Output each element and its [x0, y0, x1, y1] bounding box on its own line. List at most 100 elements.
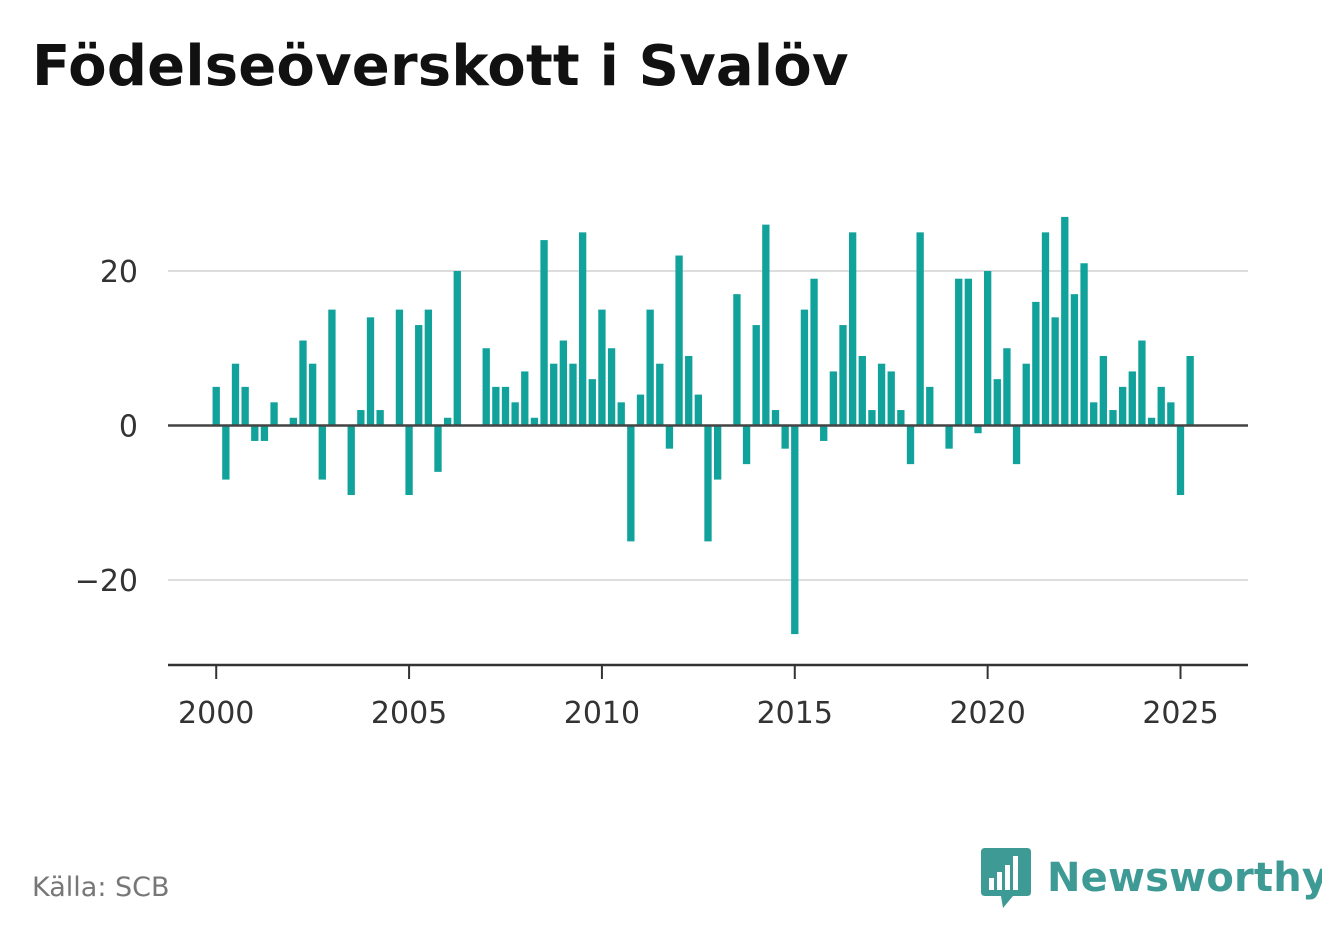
bar: [241, 386, 249, 426]
bar: [868, 410, 876, 426]
bar: [781, 425, 789, 449]
bar: [1061, 216, 1069, 426]
bar: [1012, 425, 1021, 465]
bar: [1051, 317, 1059, 426]
bar: [482, 348, 490, 426]
bar: [955, 278, 963, 426]
bar: [511, 402, 519, 426]
bar: [347, 425, 355, 496]
y-tick-label: −20: [75, 564, 138, 599]
bar: [752, 325, 760, 426]
bar: [540, 240, 548, 426]
bar: [559, 340, 568, 426]
bar: [251, 425, 259, 441]
bar: [800, 309, 809, 426]
bar: [308, 363, 317, 426]
bar: [839, 325, 847, 426]
bar: [742, 425, 751, 465]
bar: [318, 425, 326, 480]
bar: [607, 348, 616, 426]
bar: [424, 309, 433, 426]
bar: [887, 371, 895, 426]
bar: [1003, 348, 1011, 426]
bar: [974, 425, 982, 434]
bar: [1186, 355, 1194, 426]
bar: [713, 425, 722, 480]
bar: [1099, 355, 1108, 426]
bar: [212, 386, 220, 426]
bar: [1032, 301, 1040, 426]
x-tick-label: 2000: [178, 696, 254, 731]
bar: [299, 340, 307, 426]
bar: [945, 425, 953, 449]
bar: [443, 417, 452, 426]
bar: [1138, 340, 1146, 426]
bar: [1070, 294, 1079, 426]
bar: [260, 425, 269, 441]
y-tick-label: 20: [100, 255, 138, 290]
y-tick-label: 0: [119, 410, 138, 445]
bar: [501, 386, 510, 426]
brand-name: Newsworthy: [1047, 855, 1322, 901]
bar: [1147, 417, 1156, 426]
bar: [617, 402, 625, 426]
bar: [578, 232, 587, 426]
chart-title: Födelseöverskott i Svalöv: [32, 34, 849, 99]
bar: [366, 317, 375, 426]
bar: [636, 394, 645, 426]
bar: [820, 425, 828, 441]
bar-chart-speech-bubble-icon: [981, 848, 1031, 908]
bar: [289, 417, 298, 426]
bar: [791, 425, 799, 635]
brand-logo: Newsworthy: [981, 848, 1322, 908]
bar: [231, 363, 240, 426]
bar: [685, 355, 693, 426]
bar: [550, 363, 558, 426]
bar: [906, 425, 915, 465]
bar: [1041, 232, 1050, 426]
bar: [569, 363, 577, 426]
bar: [627, 425, 635, 542]
bar: [704, 425, 712, 542]
bar: [453, 270, 461, 426]
bar: [646, 309, 654, 426]
x-tick-label: 2010: [564, 696, 640, 731]
bar: [877, 363, 886, 426]
bar: [733, 294, 741, 426]
bar: [926, 386, 934, 426]
bar: [964, 278, 973, 426]
bar: [376, 410, 384, 426]
bar: [395, 309, 404, 426]
bar: [598, 309, 606, 426]
x-tick-label: 2015: [757, 696, 833, 731]
bar: [848, 232, 857, 426]
bar: [993, 379, 1001, 426]
x-tick-label: 2020: [949, 696, 1025, 731]
bar: [1090, 402, 1098, 426]
bar: [762, 224, 770, 426]
bar: [771, 410, 780, 426]
bar: [829, 371, 838, 426]
source-note: Källa: SCB: [32, 872, 170, 903]
bar: [1167, 402, 1175, 426]
bar: [492, 386, 500, 426]
bar: [530, 417, 539, 426]
bar: [675, 255, 683, 426]
bar: [405, 425, 413, 496]
bar: [1109, 410, 1117, 426]
bar: [270, 402, 278, 426]
bar: [1128, 371, 1136, 426]
bar: [1118, 386, 1127, 426]
bar: [656, 363, 664, 426]
bar: [694, 394, 703, 426]
bar: [897, 410, 905, 426]
bar: [810, 278, 818, 426]
bar: [858, 355, 866, 426]
bar: [1022, 363, 1030, 426]
bar: [1080, 263, 1088, 426]
bar: [415, 325, 423, 426]
bar: [1157, 386, 1165, 426]
bar: [1176, 425, 1185, 496]
bar: [521, 371, 529, 426]
